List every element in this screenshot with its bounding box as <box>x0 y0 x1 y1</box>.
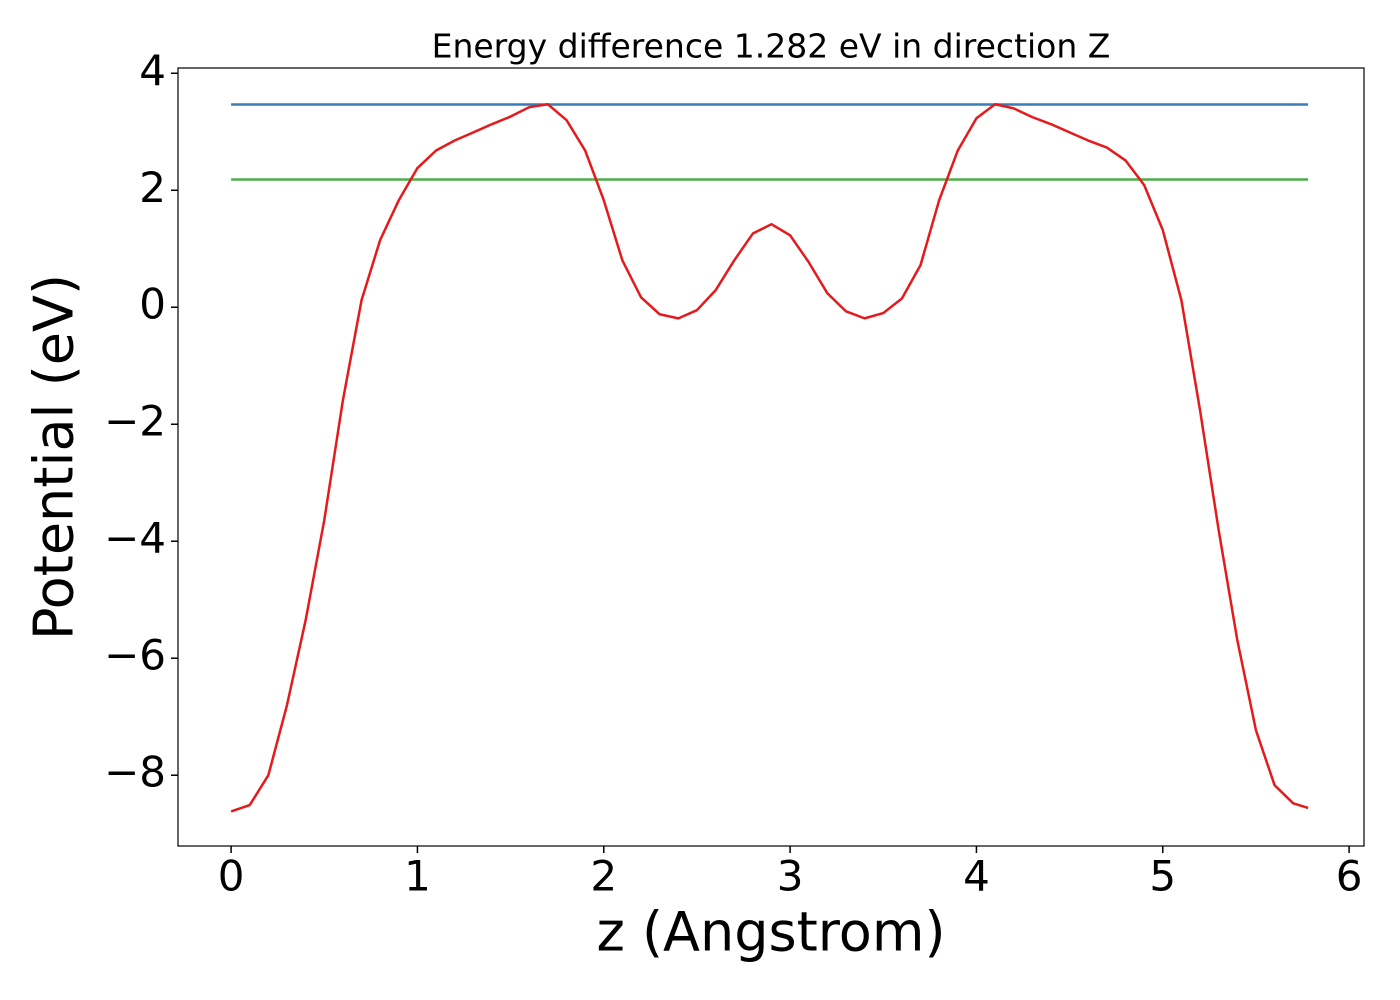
line-series <box>230 103 1309 813</box>
x-tick-label: 0 <box>218 852 245 901</box>
y-tick-label: 4 <box>139 46 166 95</box>
x-tick-label: 5 <box>1149 852 1176 901</box>
x-axis-label: z (Angstrom) <box>596 901 945 964</box>
y-tick-label: −6 <box>104 631 166 680</box>
x-tick-label: 2 <box>590 852 617 901</box>
x-tick-label: 6 <box>1336 852 1363 901</box>
y-tick-label: −8 <box>104 748 166 797</box>
chart-title: Energy difference 1.282 eV in direction … <box>432 27 1111 66</box>
y-axis-label: Potential (eV) <box>23 274 86 640</box>
y-tick-label: −4 <box>104 514 166 563</box>
y-tick-label: 2 <box>139 163 166 212</box>
x-tick-label: 3 <box>777 852 804 901</box>
x-tick-label: 4 <box>963 852 990 901</box>
y-tick-label: −2 <box>104 397 166 446</box>
y-tick-label: 0 <box>139 280 166 329</box>
plot-frame <box>177 67 1365 847</box>
x-tick-label: 1 <box>404 852 431 901</box>
